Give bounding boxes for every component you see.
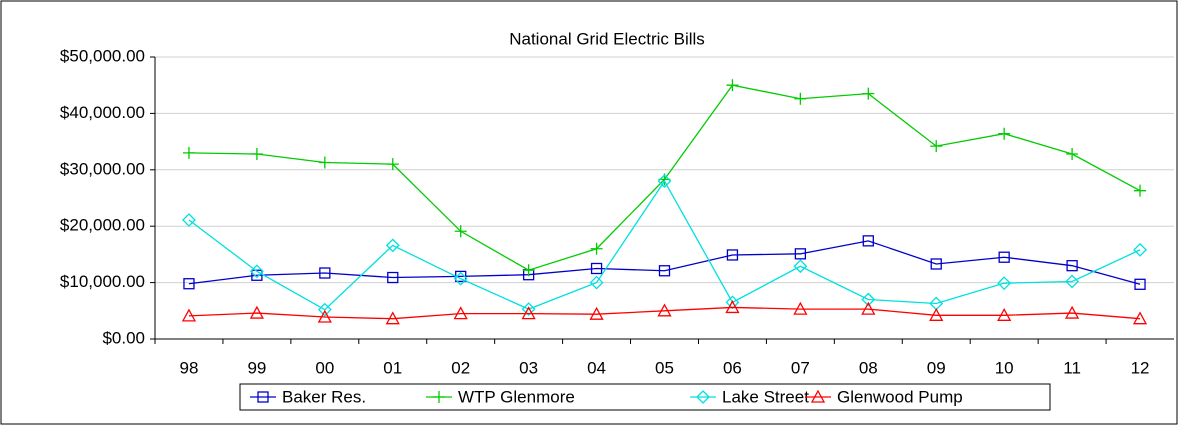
marker bbox=[257, 391, 269, 403]
x-tick-label: 08 bbox=[859, 358, 878, 377]
x-tick-label: 03 bbox=[519, 358, 538, 377]
legend-label: Lake Street bbox=[722, 387, 809, 406]
marker bbox=[1065, 274, 1080, 289]
y-tick-label: $10,000.00 bbox=[60, 272, 145, 291]
marker bbox=[387, 271, 399, 284]
y-tick-label: $50,000.00 bbox=[60, 46, 145, 65]
y-tick-label: $20,000.00 bbox=[60, 216, 145, 235]
marker bbox=[658, 265, 671, 277]
x-tick-label: 05 bbox=[655, 358, 674, 377]
x-tick-label: 04 bbox=[587, 358, 606, 377]
marker bbox=[657, 303, 672, 317]
marker bbox=[793, 259, 808, 274]
x-tick-label: 01 bbox=[383, 358, 402, 377]
marker bbox=[1134, 184, 1147, 197]
marker bbox=[182, 146, 195, 159]
marker bbox=[521, 302, 536, 317]
marker bbox=[385, 311, 400, 325]
marker bbox=[590, 262, 603, 275]
marker bbox=[862, 87, 875, 100]
marker bbox=[454, 225, 467, 238]
marker bbox=[251, 269, 263, 281]
series-line bbox=[188, 306, 1141, 320]
marker bbox=[317, 309, 332, 323]
marker bbox=[1134, 278, 1146, 290]
marker bbox=[997, 276, 1012, 291]
marker bbox=[318, 156, 331, 169]
marker bbox=[433, 391, 445, 403]
marker bbox=[249, 264, 264, 279]
marker bbox=[726, 249, 739, 261]
marker bbox=[696, 390, 710, 404]
marker bbox=[181, 308, 197, 322]
marker bbox=[861, 292, 876, 307]
y-tick-label: $30,000.00 bbox=[60, 159, 145, 178]
marker bbox=[929, 307, 944, 321]
x-tick-label: 98 bbox=[180, 358, 199, 377]
marker bbox=[590, 242, 603, 255]
marker bbox=[998, 127, 1011, 140]
series-line bbox=[188, 240, 1141, 285]
marker bbox=[794, 92, 807, 105]
marker bbox=[589, 306, 604, 320]
marker bbox=[386, 158, 399, 171]
marker bbox=[930, 140, 943, 153]
marker bbox=[319, 267, 331, 279]
x-tick-label: 06 bbox=[723, 358, 742, 377]
marker bbox=[726, 79, 739, 92]
legend-label: Glenwood Pump bbox=[837, 387, 963, 406]
series-line bbox=[188, 179, 1141, 311]
x-tick-label: 09 bbox=[927, 358, 946, 377]
x-tick-label: 12 bbox=[1131, 358, 1150, 377]
x-tick-label: 00 bbox=[315, 358, 334, 377]
marker bbox=[810, 389, 826, 403]
marker bbox=[793, 301, 808, 315]
marker bbox=[930, 258, 942, 270]
marker bbox=[725, 295, 740, 310]
marker bbox=[522, 264, 535, 277]
marker bbox=[1066, 260, 1078, 272]
marker bbox=[1133, 242, 1147, 257]
marker bbox=[1065, 305, 1080, 319]
x-tick-label: 02 bbox=[451, 358, 470, 377]
x-tick-label: 10 bbox=[995, 358, 1014, 377]
marker bbox=[589, 275, 604, 290]
marker bbox=[453, 271, 468, 286]
marker bbox=[862, 235, 874, 247]
y-tick-label: $0.00 bbox=[102, 328, 145, 347]
marker bbox=[657, 174, 672, 188]
x-tick-label: 11 bbox=[1063, 358, 1081, 377]
marker bbox=[1066, 148, 1079, 161]
marker bbox=[250, 148, 263, 161]
marker bbox=[1132, 311, 1148, 325]
legend-label: WTP Glenmore bbox=[458, 387, 575, 406]
marker bbox=[725, 300, 740, 314]
marker bbox=[182, 213, 196, 227]
legend-box bbox=[239, 383, 1051, 411]
marker bbox=[249, 305, 264, 319]
marker bbox=[521, 306, 536, 320]
legend-label: Baker Res. bbox=[282, 387, 366, 406]
x-tick-label: 99 bbox=[247, 358, 266, 377]
marker bbox=[794, 248, 807, 260]
chart-title: National Grid Electric Bills bbox=[509, 29, 705, 48]
marker bbox=[998, 251, 1010, 263]
marker bbox=[183, 278, 195, 290]
y-tick-label: $40,000.00 bbox=[60, 103, 145, 122]
x-tick-label: 07 bbox=[791, 358, 810, 377]
marker bbox=[453, 306, 468, 320]
marker bbox=[861, 301, 876, 315]
marker bbox=[997, 307, 1012, 321]
marker bbox=[317, 302, 332, 317]
marker bbox=[385, 238, 400, 253]
